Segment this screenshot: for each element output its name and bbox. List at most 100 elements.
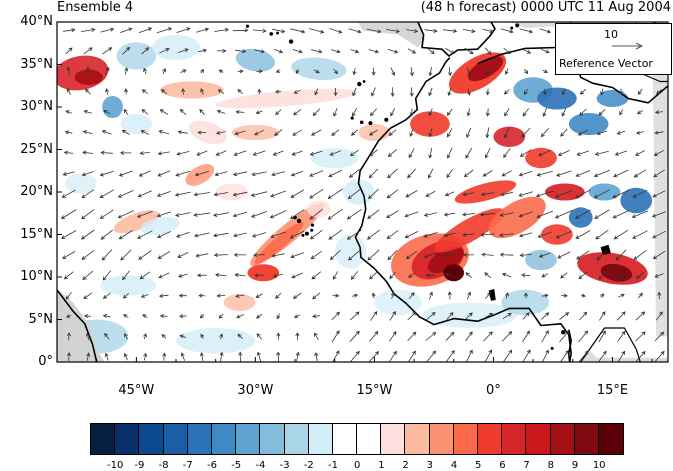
wind-arrow — [386, 230, 399, 240]
wind-arrow — [346, 229, 362, 240]
wind-arrow — [124, 67, 129, 75]
wind-arrow — [290, 189, 305, 198]
anomaly-contour — [427, 246, 464, 274]
wind-arrow — [481, 252, 494, 257]
wind-arrow — [557, 251, 571, 259]
y-tick-label: 5°N — [28, 311, 54, 327]
wind-arrow — [293, 89, 301, 94]
wind-arrow — [462, 252, 474, 257]
wind-arrow — [234, 130, 246, 136]
wind-arrow — [238, 351, 243, 362]
wind-arrow — [613, 169, 629, 178]
wind-arrow — [539, 28, 552, 34]
wind-arrow — [351, 293, 359, 298]
wind-arrow — [81, 171, 94, 177]
wind-arrow — [213, 253, 228, 258]
anomaly-contour — [254, 222, 304, 264]
wind-arrow — [352, 68, 357, 76]
wind-arrow — [618, 271, 624, 281]
wind-arrow — [139, 271, 151, 280]
wind-arrow — [407, 168, 416, 179]
anomaly-contour — [454, 180, 517, 204]
wind-arrow — [560, 272, 568, 279]
wind-arrow — [290, 28, 306, 34]
wind-arrow — [161, 334, 167, 339]
wind-arrow — [408, 148, 415, 159]
wind-arrow — [423, 252, 438, 259]
wind-arrow — [404, 211, 419, 218]
wind-arrow — [445, 331, 455, 341]
wind-arrow — [251, 171, 267, 177]
island — [368, 121, 373, 126]
wind-arrow — [101, 249, 112, 261]
wind-arrow — [295, 69, 300, 75]
wind-arrow — [407, 331, 417, 342]
wind-arrow — [579, 88, 586, 95]
wind-arrow — [270, 231, 287, 239]
colorbar-label: 1 — [378, 460, 385, 471]
anomaly-contour — [120, 113, 153, 135]
y-tick-label: 35°N — [20, 56, 53, 72]
anomaly-contour — [231, 124, 280, 141]
island — [550, 346, 554, 350]
wind-arrow — [485, 108, 490, 117]
wind-arrow — [235, 109, 245, 115]
wind-arrow — [156, 231, 171, 239]
wind-arrow — [256, 313, 263, 319]
anomaly-contour — [434, 208, 505, 253]
y-tick-label: 25°N — [20, 141, 53, 157]
wind-arrow — [314, 352, 319, 362]
wind-arrow — [215, 273, 227, 278]
wind-arrow — [100, 229, 114, 240]
wind-arrow — [367, 209, 380, 220]
wind-arrow — [578, 271, 588, 280]
wind-arrow — [80, 229, 95, 240]
wind-arrow — [369, 129, 378, 136]
wind-arrow — [466, 88, 471, 96]
colorbar — [90, 423, 625, 455]
wind-arrow — [195, 27, 210, 33]
wind-arrow — [501, 331, 513, 342]
wind-arrow — [408, 292, 415, 299]
x-tick-label: 15°W — [356, 383, 393, 398]
wind-arrow — [423, 232, 438, 238]
anomaly-contour — [443, 264, 465, 282]
wind-arrow — [635, 311, 646, 321]
anomaly-contour — [600, 263, 633, 282]
wind-arrow — [503, 127, 510, 139]
wind-arrow — [485, 88, 490, 96]
island — [301, 233, 305, 237]
wind-arrow — [62, 251, 76, 259]
wind-arrow — [613, 229, 629, 240]
wind-arrow — [484, 272, 492, 279]
colorbar-label: -7 — [182, 460, 193, 471]
colorbar-swatch — [478, 424, 503, 454]
wind-arrow — [117, 210, 134, 219]
ensemble-title: Ensemble 4 — [57, 0, 134, 15]
wind-arrow — [574, 209, 591, 219]
wind-arrow — [562, 88, 566, 96]
wind-arrow — [480, 232, 495, 237]
wind-arrow — [295, 332, 300, 341]
wind-arrow — [407, 48, 417, 54]
colorbar-swatch — [502, 424, 527, 454]
wind-arrow — [200, 88, 205, 95]
wind-arrow — [499, 232, 514, 238]
island — [359, 120, 364, 125]
wind-arrow — [599, 311, 606, 321]
anomaly-contour — [291, 57, 347, 81]
wind-arrow — [390, 67, 395, 76]
wind-arrow — [485, 127, 490, 139]
wind-arrow — [276, 332, 281, 340]
wind-arrow — [349, 311, 360, 321]
wind-arrow — [289, 230, 305, 239]
wind-arrow — [464, 47, 474, 55]
wind-arrow — [102, 47, 113, 55]
wind-arrow — [199, 108, 205, 115]
wind-arrow — [177, 252, 189, 258]
wind-arrow — [138, 27, 153, 34]
wind-arrow — [519, 149, 532, 157]
anomaly-contour — [102, 95, 123, 119]
anomaly-contour — [160, 81, 224, 99]
